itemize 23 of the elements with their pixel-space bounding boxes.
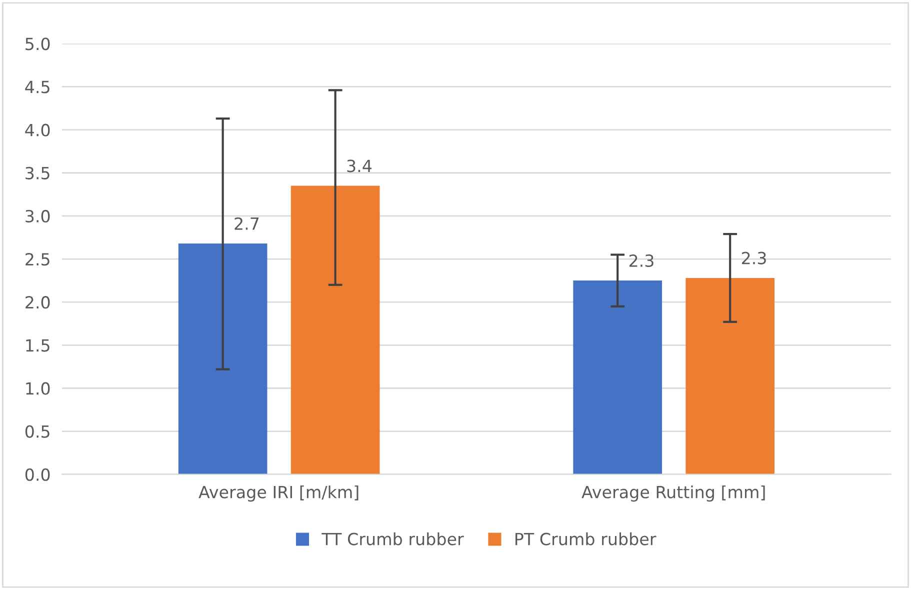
bar [686,278,774,474]
data-label: 2.3 [629,254,654,267]
y-tick-label: 5.0 [26,38,50,50]
y-tick-label: 3.5 [26,166,50,180]
y-tick-label: 3.0 [26,210,50,223]
y-tick-label: 4.5 [25,80,50,94]
legend-label: TT Crumb rubber [322,532,464,546]
legend-label: PT Crumb rubber [516,532,656,546]
data-label: 2.3 [742,252,766,264]
bar [290,186,380,474]
bar [573,280,662,474]
y-tick-label: 4.0 [25,124,50,136]
y-tick-label: 1.0 [26,382,50,395]
y-tick-label: 0.0 [25,468,50,481]
data-label: 3.4 [347,160,372,172]
y-tick-label: 0.5 [25,425,50,438]
y-tick-label: 2.5 [26,252,50,266]
y-tick-label: 2.0 [26,296,50,309]
y-tick-label: 1.5 [26,339,50,352]
x-tick-label: Average Rutting [mm] [582,485,765,502]
x-tick-label: Average IRI [m/km] [198,485,358,502]
bar [178,244,268,474]
data-label: 2.7 [234,217,259,230]
